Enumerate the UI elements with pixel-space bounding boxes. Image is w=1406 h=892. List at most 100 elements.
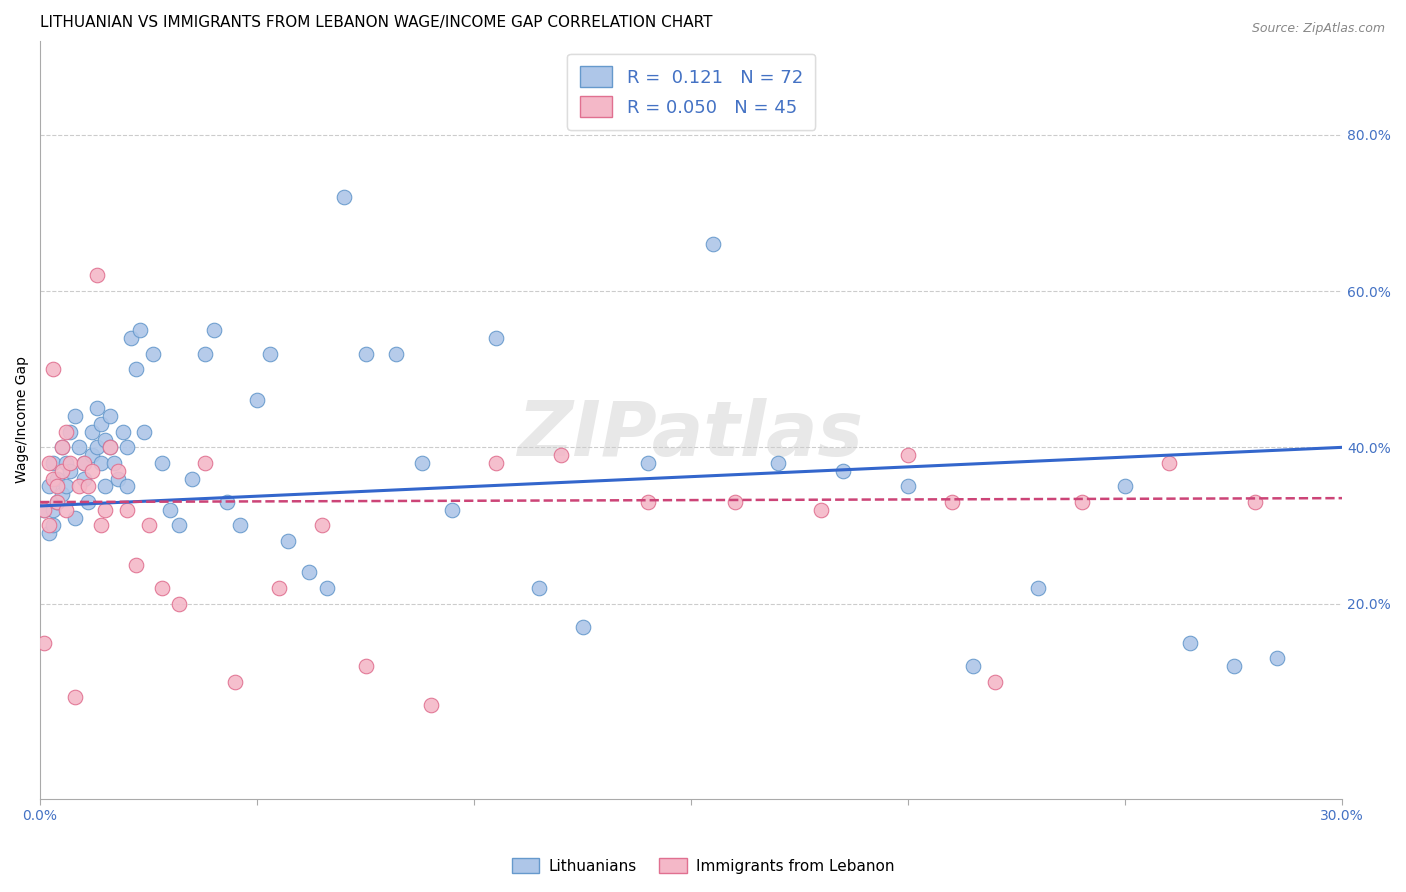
- Point: [1157, 456, 1180, 470]
- Point: [55, 503, 77, 517]
- Point: [94, 433, 117, 447]
- Point: [354, 346, 377, 360]
- Point: [167, 518, 190, 533]
- Point: [55, 479, 77, 493]
- Point: [1070, 495, 1092, 509]
- Point: [150, 581, 173, 595]
- Point: [229, 518, 252, 533]
- Point: [59, 425, 82, 439]
- Point: [86, 401, 108, 416]
- Text: ZIPatlas: ZIPatlas: [519, 398, 865, 472]
- Point: [51, 440, 73, 454]
- Point: [1114, 479, 1136, 493]
- Point: [1180, 636, 1202, 650]
- Y-axis label: Wage/Income Gap: Wage/Income Gap: [15, 357, 30, 483]
- Text: LITHUANIAN VS IMMIGRANTS FROM LEBANON WAGE/INCOME GAP CORRELATION CHART: LITHUANIAN VS IMMIGRANTS FROM LEBANON WA…: [41, 15, 713, 30]
- Point: [120, 331, 142, 345]
- Point: [134, 425, 156, 439]
- Point: [124, 362, 146, 376]
- Point: [441, 503, 464, 517]
- Point: [723, 495, 745, 509]
- Point: [167, 597, 190, 611]
- Point: [67, 440, 90, 454]
- Point: [107, 464, 129, 478]
- Point: [42, 518, 65, 533]
- Point: [86, 440, 108, 454]
- Point: [142, 346, 165, 360]
- Point: [51, 487, 73, 501]
- Legend: R =  0.121   N = 72, R = 0.050   N = 45: R = 0.121 N = 72, R = 0.050 N = 45: [567, 54, 815, 129]
- Point: [103, 456, 125, 470]
- Point: [107, 472, 129, 486]
- Point: [150, 456, 173, 470]
- Point: [181, 472, 204, 486]
- Point: [72, 472, 94, 486]
- Point: [38, 456, 60, 470]
- Point: [46, 479, 69, 493]
- Legend: Lithuanians, Immigrants from Lebanon: Lithuanians, Immigrants from Lebanon: [505, 852, 901, 880]
- Point: [810, 503, 832, 517]
- Point: [311, 518, 333, 533]
- Point: [115, 479, 138, 493]
- Point: [63, 510, 86, 524]
- Point: [637, 456, 659, 470]
- Point: [637, 495, 659, 509]
- Point: [267, 581, 290, 595]
- Point: [333, 190, 356, 204]
- Point: [94, 479, 117, 493]
- Point: [38, 526, 60, 541]
- Point: [86, 268, 108, 283]
- Point: [76, 479, 98, 493]
- Point: [202, 323, 225, 337]
- Point: [897, 448, 920, 462]
- Point: [72, 456, 94, 470]
- Point: [34, 503, 56, 517]
- Point: [82, 464, 104, 478]
- Point: [42, 456, 65, 470]
- Point: [59, 464, 82, 478]
- Point: [46, 495, 69, 509]
- Point: [63, 690, 86, 705]
- Point: [98, 440, 121, 454]
- Point: [38, 518, 60, 533]
- Point: [1265, 651, 1288, 665]
- Point: [90, 456, 112, 470]
- Point: [111, 425, 134, 439]
- Point: [1222, 659, 1244, 673]
- Point: [67, 479, 90, 493]
- Point: [276, 534, 298, 549]
- Point: [385, 346, 408, 360]
- Point: [124, 558, 146, 572]
- Point: [962, 659, 984, 673]
- Point: [897, 479, 920, 493]
- Point: [46, 472, 69, 486]
- Point: [98, 440, 121, 454]
- Point: [42, 503, 65, 517]
- Point: [38, 479, 60, 493]
- Point: [138, 518, 160, 533]
- Point: [42, 362, 65, 376]
- Point: [63, 409, 86, 423]
- Point: [115, 440, 138, 454]
- Point: [215, 495, 238, 509]
- Point: [571, 620, 593, 634]
- Point: [485, 456, 508, 470]
- Point: [550, 448, 572, 462]
- Point: [46, 495, 69, 509]
- Point: [34, 636, 56, 650]
- Point: [115, 503, 138, 517]
- Point: [941, 495, 963, 509]
- Point: [315, 581, 337, 595]
- Point: [51, 464, 73, 478]
- Point: [72, 456, 94, 470]
- Point: [1028, 581, 1050, 595]
- Point: [55, 425, 77, 439]
- Point: [411, 456, 433, 470]
- Point: [98, 409, 121, 423]
- Text: Source: ZipAtlas.com: Source: ZipAtlas.com: [1251, 22, 1385, 36]
- Point: [194, 346, 217, 360]
- Point: [246, 393, 269, 408]
- Point: [42, 472, 65, 486]
- Point: [984, 674, 1007, 689]
- Point: [1244, 495, 1267, 509]
